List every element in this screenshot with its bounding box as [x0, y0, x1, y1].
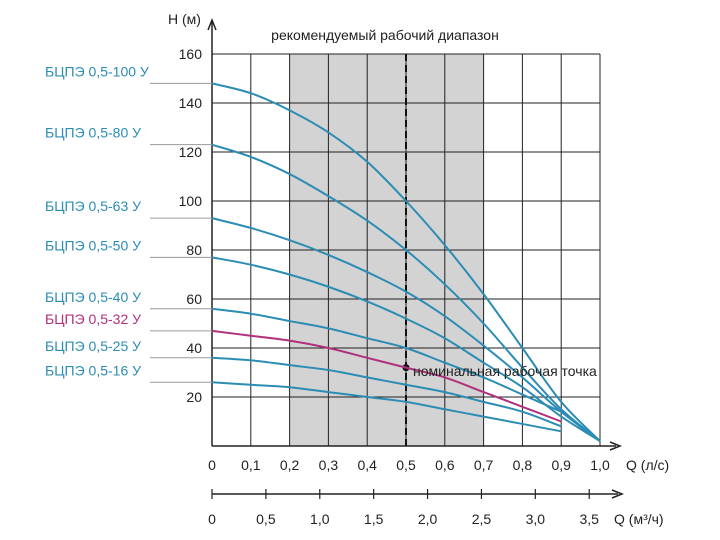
x-tick-label: 0,8	[513, 457, 533, 473]
y-axis-arrow	[207, 17, 217, 31]
x2-tick-label: 3,5	[579, 511, 599, 527]
x-axis-label: Q (л/с)	[626, 457, 669, 473]
series-curve	[211, 217, 601, 442]
x2-axis-label: Q (м³/ч)	[614, 511, 664, 527]
series-label: БЦПЭ 0,5-50 У	[45, 237, 141, 253]
x-tick-label: 0,3	[319, 457, 339, 473]
x2-tick-label: 1,5	[364, 511, 384, 527]
y-tick-label: 60	[186, 291, 202, 307]
x2-tick-label: 2,5	[472, 511, 492, 527]
series-curve	[211, 356, 562, 428]
x-tick-label: 0,7	[474, 457, 494, 473]
x2-tick-label: 0,5	[256, 511, 276, 527]
y-tick-label: 140	[179, 95, 203, 111]
series-curve	[211, 256, 601, 442]
recommended-range-label: рекомендуемый рабочий диапазон	[271, 27, 499, 43]
x2-axis-arrow	[611, 489, 625, 499]
y-tick-label: 20	[186, 389, 202, 405]
series-label: БЦПЭ 0,5-25 У	[45, 338, 141, 354]
x2-tick-label: 3,0	[526, 511, 546, 527]
series-curve	[211, 329, 562, 423]
x2-tick-label: 0	[208, 511, 216, 527]
y-tick-label: 160	[179, 46, 203, 62]
x-tick-label: 0,2	[280, 457, 300, 473]
x-tick-label: 0,4	[357, 457, 377, 473]
series-label: БЦПЭ 0,5-32 У	[45, 311, 141, 327]
series-curve	[211, 381, 562, 433]
x-tick-label: 0,5	[396, 457, 416, 473]
series-curve	[211, 143, 601, 442]
axes: 0 0,5 1,0 1,5 2,0 2,5 3,0 3,5	[207, 17, 625, 527]
x-tick-label: 0,6	[435, 457, 455, 473]
series-curve	[211, 82, 601, 442]
y-axis-label: H (м)	[168, 11, 201, 27]
x2-tick-label: 1,0	[310, 511, 330, 527]
x-axis-arrow	[609, 441, 623, 451]
series-curve	[211, 307, 562, 413]
nominal-point-label: номинальная рабочая точка	[413, 363, 597, 379]
y-tick-label: 120	[179, 144, 203, 160]
y-tick-label: 40	[186, 340, 202, 356]
y-tick-label: 80	[186, 242, 202, 258]
series-label: БЦПЭ 0,5-63 У	[45, 198, 141, 214]
x-tick-label: 1,0	[590, 457, 610, 473]
y-tick-label: 100	[179, 193, 203, 209]
series-label: БЦПЭ 0,5-16 У	[45, 362, 141, 378]
x-tick-label: 0	[208, 457, 216, 473]
grid: 0 0,1 0,2 0,3 0,4 0,5 0,6 0,7 0,8 0,9 1,0 20 40 60 80 1…	[179, 46, 610, 473]
series-label: БЦПЭ 0,5-100 У	[45, 63, 149, 79]
x2-tick-label: 2,0	[418, 511, 438, 527]
series-labels: БЦПЭ 0,5-100 У БЦПЭ 0,5-80 У БЦПЭ 0,5-63 У…	[45, 63, 212, 383]
series-label: БЦПЭ 0,5-80 У	[45, 125, 141, 141]
series-curves	[211, 82, 601, 442]
x-tick-label: 0,1	[241, 457, 261, 473]
x-tick-label: 0,9	[551, 457, 571, 473]
series-label: БЦПЭ 0,5-40 У	[45, 289, 141, 305]
